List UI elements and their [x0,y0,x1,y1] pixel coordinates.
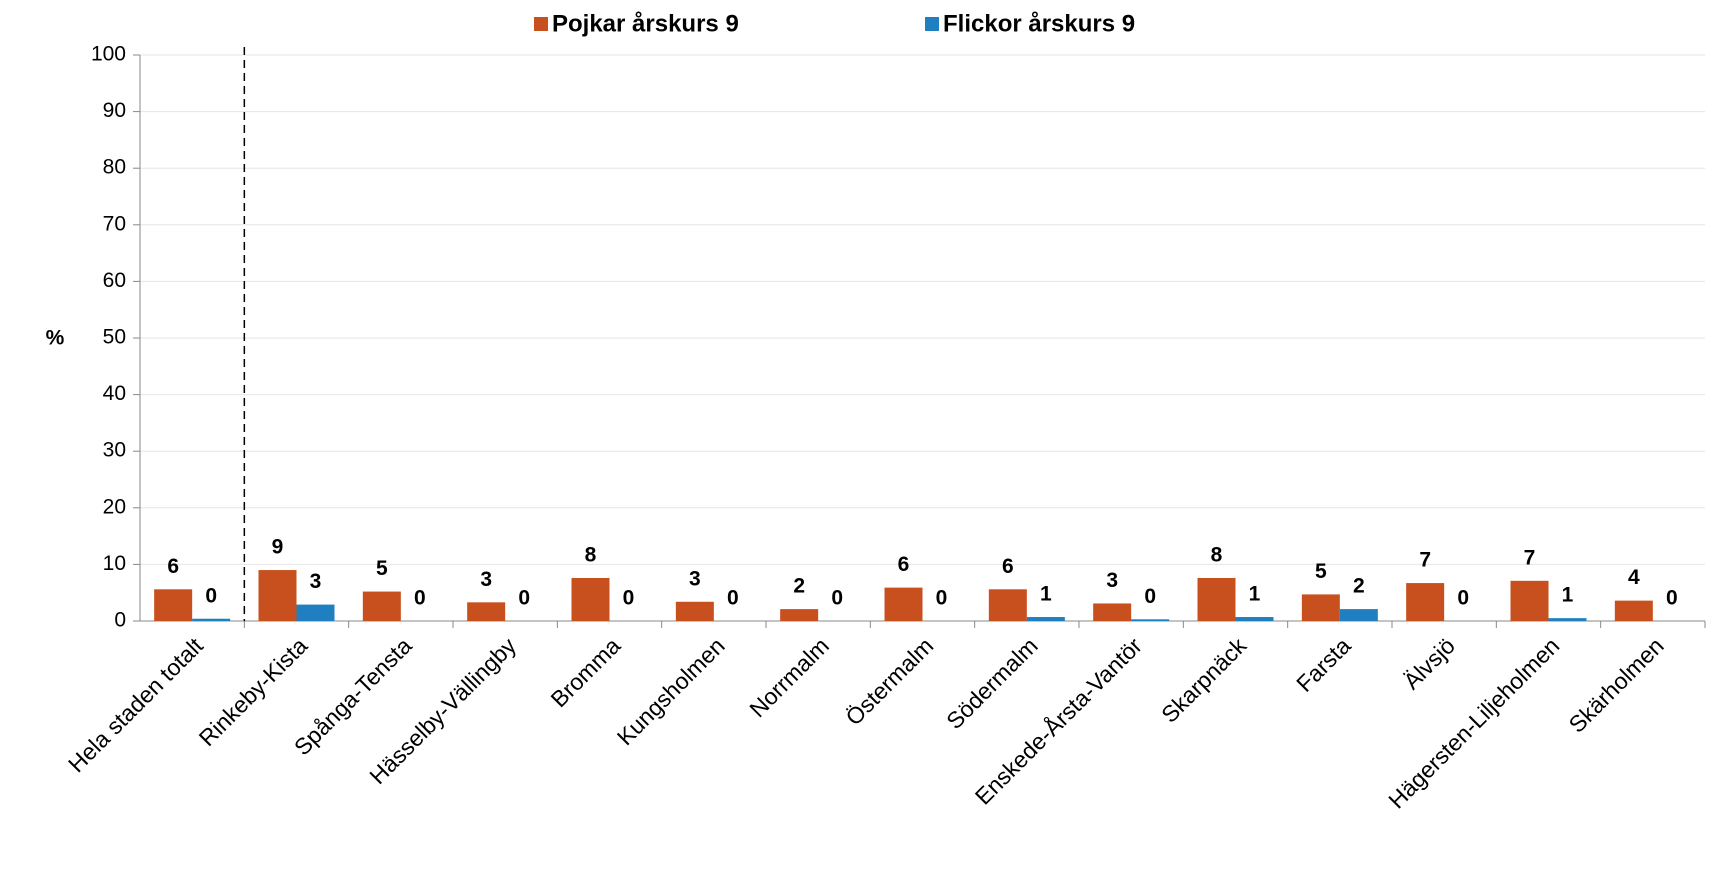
x-tick-label: Älvsjö [1398,632,1460,694]
y-tick-label: 60 [103,269,126,292]
bar [258,570,297,621]
value-label: 0 [1457,587,1469,610]
value-label: 0 [518,587,530,610]
y-tick-label: 40 [103,382,126,405]
bar [154,589,193,621]
value-label: 0 [1144,585,1156,608]
y-tick-label: 90 [103,99,126,122]
bar [884,587,923,621]
bar [571,577,610,621]
value-label: 5 [376,557,388,580]
bar [1406,583,1445,621]
bar [675,601,714,621]
bar [1301,594,1340,621]
legend-label: Flickor årskurs 9 [943,10,1135,37]
bar [1197,577,1236,621]
bar [780,609,819,621]
bar [1548,618,1587,621]
x-tick-label: Kungsholmen [612,632,730,750]
value-label: 9 [272,536,284,559]
bar [192,618,231,621]
value-label: 6 [898,553,910,576]
legend-swatch [925,17,939,31]
value-label: 3 [1106,569,1118,592]
value-label: 6 [167,555,179,578]
value-label: 8 [585,544,597,567]
y-tick-label: 30 [103,439,126,462]
bar [1339,609,1378,621]
y-tick-label: 70 [103,212,126,235]
value-label: 1 [1562,584,1574,607]
x-tick-label: Skarpnäck [1156,632,1252,728]
value-label: 0 [831,587,843,610]
bar [1235,617,1274,621]
bar [988,589,1027,621]
x-tick-label: Östermalm [840,632,938,730]
bar [296,604,335,621]
bar [1131,619,1170,621]
value-label: 7 [1419,549,1431,572]
y-tick-label: 100 [91,43,126,66]
y-axis-label: % [46,327,65,350]
bar [1026,617,1065,621]
x-tick-label: Enskede-Årsta-Vantör [969,632,1147,810]
y-tick-label: 50 [103,326,126,349]
x-tick-label: Hela staden totalt [63,632,208,777]
x-tick-label: Rinkeby-Kista [194,632,313,751]
y-tick-label: 20 [103,495,126,518]
x-tick-label: Södermalm [941,632,1043,734]
value-label: 2 [793,575,805,598]
bar [467,602,506,621]
value-label: 1 [1040,583,1052,606]
bar [1510,580,1549,621]
legend-label: Pojkar årskurs 9 [552,10,739,37]
bar [1093,603,1132,621]
x-tick-label: Farsta [1291,632,1356,697]
value-label: 1 [1249,583,1261,606]
x-tick-label: Skärholmen [1563,632,1668,737]
value-label: 3 [310,570,322,593]
value-label: 0 [727,587,739,610]
value-label: 4 [1628,566,1640,589]
x-tick-label: Hägersten-Liljeholmen [1383,632,1564,813]
value-label: 5 [1315,560,1327,583]
value-label: 0 [414,587,426,610]
legend-swatch [534,17,548,31]
value-label: 0 [936,587,948,610]
y-tick-label: 10 [103,552,126,575]
bar [1614,600,1653,621]
value-label: 3 [480,568,492,591]
x-tick-label: Norrmalm [744,632,834,722]
bar [362,591,401,621]
y-tick-label: 80 [103,156,126,179]
value-label: 0 [1666,587,1678,610]
value-label: 0 [623,587,635,610]
value-label: 0 [205,584,217,607]
value-label: 2 [1353,575,1365,598]
value-label: 6 [1002,555,1014,578]
value-label: 3 [689,567,701,590]
x-tick-label: Bromma [545,632,625,712]
value-label: 8 [1211,544,1223,567]
value-label: 7 [1524,546,1536,569]
y-tick-label: 0 [114,609,126,632]
